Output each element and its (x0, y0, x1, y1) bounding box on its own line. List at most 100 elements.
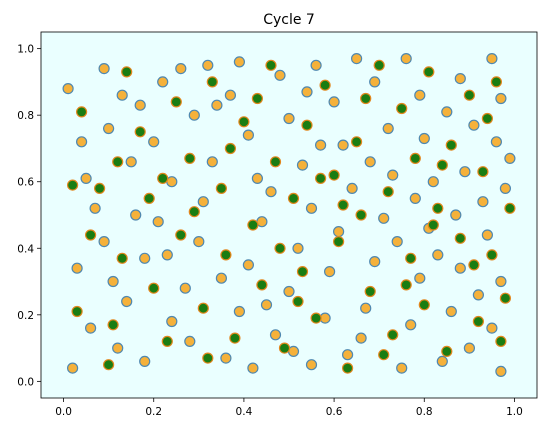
data-point (409, 152, 421, 164)
data-point (454, 72, 466, 85)
data-point (310, 312, 322, 324)
data-point (378, 212, 390, 224)
data-point (463, 342, 475, 354)
data-point (197, 302, 209, 314)
data-point (405, 252, 417, 264)
data-point (269, 329, 282, 341)
data-point (166, 315, 178, 328)
data-point (66, 179, 79, 191)
data-point (157, 172, 169, 184)
data-point (486, 249, 498, 261)
data-point (445, 305, 457, 318)
data-point (450, 209, 462, 221)
data-point (292, 295, 304, 308)
data-point (188, 206, 200, 218)
data-point (175, 229, 187, 241)
data-point (274, 242, 286, 254)
data-point (445, 139, 457, 151)
data-point (247, 362, 259, 374)
data-point (355, 209, 367, 221)
data-point (418, 132, 430, 145)
data-point (315, 139, 327, 151)
data-point (463, 89, 475, 101)
data-point (427, 176, 439, 188)
data-point (139, 252, 151, 264)
data-point (477, 196, 489, 208)
data-point (346, 182, 358, 194)
data-point (283, 285, 295, 298)
data-point (396, 362, 408, 374)
data-point (175, 62, 187, 75)
data-point (251, 172, 263, 184)
data-point (382, 122, 394, 135)
data-point (215, 272, 227, 284)
data-point (499, 182, 511, 194)
data-point (387, 329, 399, 341)
data-point (265, 186, 277, 198)
x-axis: 0.0 0.2 0.4 0.6 0.8 1.0 (55, 398, 523, 418)
data-point (468, 259, 480, 271)
data-point (220, 352, 232, 364)
data-point (75, 136, 88, 148)
data-point (66, 362, 79, 374)
data-point (418, 299, 430, 311)
chart-title: Cycle 7 (263, 12, 315, 28)
data-point (328, 169, 340, 181)
data-point (441, 345, 453, 357)
data-point (98, 62, 110, 75)
data-point (310, 59, 322, 71)
data-point (305, 202, 318, 214)
x-tick-label: 0.6 (326, 406, 343, 418)
data-point (75, 106, 88, 118)
data-point (315, 172, 327, 184)
data-point (260, 299, 273, 311)
data-point (193, 236, 205, 248)
data-point (116, 252, 128, 264)
data-point (427, 219, 439, 231)
data-point (387, 169, 399, 181)
data-point (351, 52, 363, 65)
data-point (161, 249, 173, 261)
data-point (287, 192, 300, 204)
data-point (202, 352, 214, 364)
data-point (472, 289, 484, 301)
data-point (495, 275, 507, 288)
data-point (414, 272, 426, 284)
data-point (229, 332, 241, 344)
y-tick-label: 0.6 (17, 177, 34, 189)
y-tick-label: 0.2 (17, 310, 34, 322)
data-point (256, 279, 268, 291)
data-point (301, 119, 313, 131)
data-point (139, 355, 151, 367)
data-point (202, 59, 214, 71)
data-point (251, 92, 263, 105)
data-point (400, 52, 412, 65)
data-point (206, 156, 218, 168)
data-point (84, 229, 97, 241)
data-point (337, 199, 349, 211)
data-point (238, 116, 250, 128)
data-point (242, 129, 254, 141)
data-point (98, 236, 110, 248)
series-2 (66, 59, 516, 374)
data-point (130, 209, 142, 221)
data-point (333, 226, 345, 238)
data-point (481, 112, 493, 125)
data-point (459, 166, 471, 178)
data-point (274, 69, 286, 81)
y-tick-label: 1.0 (17, 44, 34, 56)
data-point (409, 192, 421, 204)
data-point (184, 152, 196, 164)
data-point (396, 102, 408, 115)
data-point (432, 249, 444, 261)
y-axis: 0.0 0.2 0.4 0.6 0.8 1.0 (17, 44, 41, 388)
data-point (283, 112, 295, 125)
data-point (143, 192, 155, 204)
data-point (107, 319, 119, 331)
data-point (436, 159, 448, 171)
data-point (71, 305, 83, 318)
x-tick-label: 0.2 (145, 406, 162, 418)
data-point (102, 359, 115, 371)
data-point (296, 266, 309, 278)
